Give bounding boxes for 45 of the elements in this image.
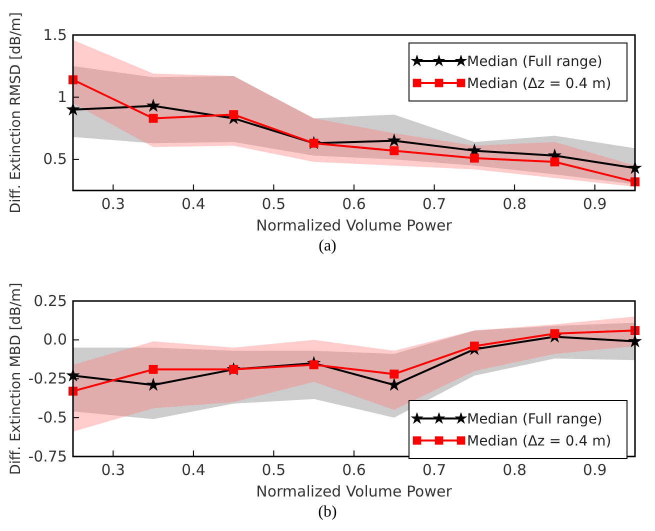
y-tick-label: -0.5 — [38, 408, 67, 426]
point — [146, 98, 160, 112]
x-tick-label: 0.5 — [262, 460, 286, 479]
point — [148, 114, 158, 123]
y-tick-label: -0.75 — [28, 446, 67, 465]
point — [387, 377, 402, 390]
y-tick-label: 0.0 — [43, 330, 67, 348]
point — [387, 133, 402, 147]
point — [550, 328, 560, 338]
x-tick-label: 0.5 — [262, 195, 286, 214]
point — [390, 146, 399, 156]
point — [229, 110, 238, 120]
x-tick-label: 0.7 — [422, 195, 446, 214]
y-axis-title: Diff. Extinction RMSD [dB/m] — [8, 12, 24, 214]
x-tick-label: 0.8 — [502, 195, 526, 214]
x-tick-label: 0.4 — [182, 460, 206, 479]
legend-label: Median (Full range) — [467, 411, 602, 427]
x-tick-label: 0.6 — [342, 460, 366, 479]
point — [470, 154, 479, 163]
point — [470, 341, 479, 350]
y-tick-label: -0.25 — [28, 369, 67, 388]
y-tick-label: 1.5 — [43, 26, 67, 44]
text: (b) — [318, 503, 337, 520]
x-tick-label: 0.7 — [422, 460, 446, 479]
legend-label: Median (Δz = 0.4 m) — [467, 433, 612, 449]
x-tick-label: 0.4 — [182, 195, 206, 214]
point — [550, 157, 560, 166]
x-tick-label: 0.6 — [342, 195, 366, 214]
x-axis-title: Normalized Volume Power — [256, 216, 453, 234]
legend-label: Median (Full range) — [467, 54, 602, 70]
point — [148, 364, 158, 374]
x-tick-label: 0.3 — [101, 460, 126, 479]
text: (a) — [318, 238, 336, 254]
x-axis-title: Normalized Volume Power — [256, 482, 453, 500]
x-tick-label: 0.9 — [582, 195, 607, 214]
point — [390, 369, 399, 378]
y-tick-label: 1 — [57, 88, 67, 106]
x-tick-label: 0.8 — [502, 460, 526, 479]
legend-label: Median (Δz = 0.4 m) — [467, 76, 612, 92]
y-tick-label: 0.25 — [34, 291, 67, 310]
point — [146, 377, 160, 390]
y-axis-title: Diff. Extinction MBD [dB/m] — [8, 282, 24, 474]
y-tick-label: 0.5 — [43, 150, 67, 168]
x-tick-label: 0.9 — [582, 460, 607, 479]
x-tick-label: 0.3 — [101, 195, 126, 214]
